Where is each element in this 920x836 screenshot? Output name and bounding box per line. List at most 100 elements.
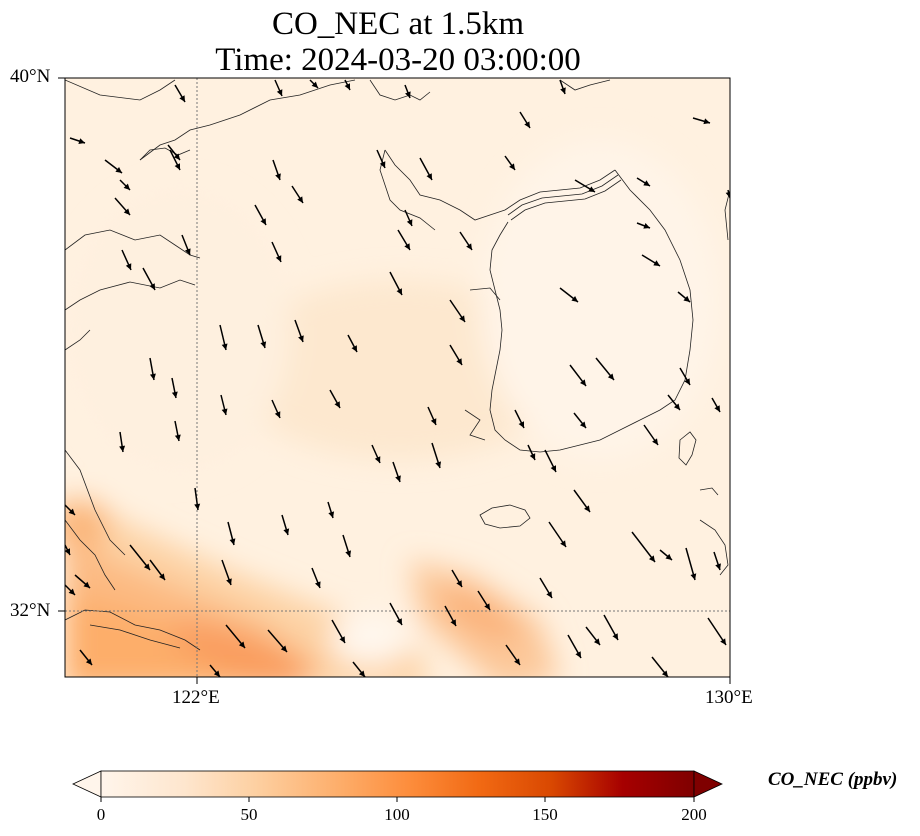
wind-arrowhead <box>588 186 595 192</box>
wind-arrowhead <box>345 550 352 557</box>
wind-arrowhead <box>238 641 245 648</box>
wind-arrowhead <box>275 255 282 262</box>
wind-arrowhead <box>221 408 228 415</box>
wind-arrowhead <box>466 243 472 250</box>
wind-arrowhead <box>298 335 304 342</box>
wind-arrowhead <box>720 638 726 645</box>
wind-arrowhead <box>149 373 156 380</box>
wind-arrowhead <box>171 391 178 398</box>
wind-arrowhead <box>85 658 92 665</box>
wind-arrowhead <box>374 456 381 463</box>
wind-arrowhead <box>328 511 335 518</box>
wind-arrowhead <box>661 670 668 677</box>
wind-arrowhead <box>714 405 720 412</box>
wind-arrowhead <box>143 563 150 570</box>
wind-arrowhead <box>65 548 70 555</box>
wind-arrowhead <box>213 670 220 677</box>
wind-arrowhead <box>344 83 350 90</box>
wind-arrowhead <box>509 163 515 170</box>
wind-arrowhead <box>194 503 201 510</box>
wind-arrowhead <box>115 166 122 173</box>
wind-arrowhead <box>404 243 410 250</box>
wind-arrowhead <box>612 633 618 640</box>
wind-arrowhead <box>715 563 721 570</box>
wind-arrowhead <box>703 118 710 125</box>
wind-arrowhead <box>339 636 345 643</box>
wind-arrowhead <box>174 163 180 170</box>
wind-arrowhead <box>546 591 552 598</box>
wind-arrowhead <box>690 573 697 580</box>
axis-ticks <box>58 77 731 684</box>
wind-vectors <box>65 79 730 677</box>
wind-arrowhead <box>648 555 655 562</box>
wind-arrowhead <box>221 343 228 350</box>
wind-arrowhead <box>68 588 75 595</box>
wind-arrowhead <box>280 645 287 652</box>
wind-arrowhead <box>456 358 462 365</box>
wind-arrowhead <box>396 618 402 625</box>
wind-arrowhead <box>78 138 85 144</box>
wind-arrowhead <box>174 434 181 441</box>
wind-arrowhead <box>435 461 442 468</box>
wind-arrowhead <box>179 95 185 102</box>
wind-arrowhead <box>83 581 90 588</box>
wind-arrowhead <box>514 658 520 665</box>
wind-arrowhead <box>184 248 191 255</box>
wind-arrowhead <box>560 540 566 547</box>
wind-arrowhead <box>579 421 586 428</box>
wind-arrowhead <box>560 87 566 94</box>
map-time-subtitle: Time: 2024-03-20 03:00:00 <box>215 42 581 78</box>
wind-arrowhead <box>351 345 357 352</box>
wind-arrowhead <box>119 445 126 452</box>
wind-arrowhead <box>579 379 586 386</box>
wind-arrowhead <box>673 403 680 410</box>
wind-arrowhead <box>406 219 413 226</box>
wind-arrowhead <box>459 315 465 322</box>
wind-arrowhead <box>593 638 600 645</box>
wind-arrowhead <box>529 453 536 460</box>
wind-arrowhead <box>426 173 432 180</box>
colorbar-tick: 50 <box>240 805 258 824</box>
wind-arrowhead <box>653 260 660 266</box>
wind-arrowhead <box>584 505 590 512</box>
wind-arrowhead <box>297 196 303 203</box>
wind-arrowhead <box>396 288 402 295</box>
wind-arrowhead <box>379 161 386 168</box>
lon-label-122e: 122°E <box>172 687 220 708</box>
wind-arrowhead <box>68 508 75 515</box>
wind-arrowhead <box>314 581 321 588</box>
wind-arrowhead <box>484 603 490 610</box>
colorbar-tick: 200 <box>681 805 707 824</box>
wind-arrowhead <box>652 438 658 445</box>
wind-arrowhead <box>665 553 672 560</box>
wind-arrowhead <box>725 191 730 198</box>
wind-arrowhead <box>334 401 340 408</box>
colorbar-tick: 0 <box>96 805 106 824</box>
colorbar-title: CO_NEC (ppbv) <box>768 769 898 790</box>
wind-arrowhead <box>260 341 267 348</box>
wind-arrowhead <box>518 421 524 428</box>
wind-arrowhead <box>358 670 365 677</box>
colorbar-tick: 100 <box>384 805 410 824</box>
wind-arrowhead <box>311 81 318 88</box>
map-title: CO_NEC at 1.5km <box>271 6 525 42</box>
wind-arrowhead <box>684 378 690 385</box>
coastlines <box>65 79 730 651</box>
lat-label-32n: 32°N <box>10 600 51 621</box>
wind-arrowhead <box>275 173 281 180</box>
concentration-field <box>65 78 730 677</box>
wind-arrowhead <box>643 180 650 186</box>
wind-arrowhead <box>260 218 266 225</box>
map-frame <box>64 77 731 678</box>
wind-arrow <box>631 531 656 563</box>
wind-arrowhead <box>149 283 155 290</box>
wind-arrowhead <box>575 651 581 658</box>
wind-arrowhead <box>274 411 281 418</box>
wind-arrowhead <box>643 223 650 229</box>
wind-arrowhead <box>430 418 437 425</box>
wind-arrowhead <box>276 89 283 96</box>
wind-arrowhead <box>456 580 462 587</box>
wind-arrowhead <box>123 208 130 215</box>
lat-label-40n: 40°N <box>10 66 51 87</box>
wind-arrowhead <box>450 619 456 626</box>
